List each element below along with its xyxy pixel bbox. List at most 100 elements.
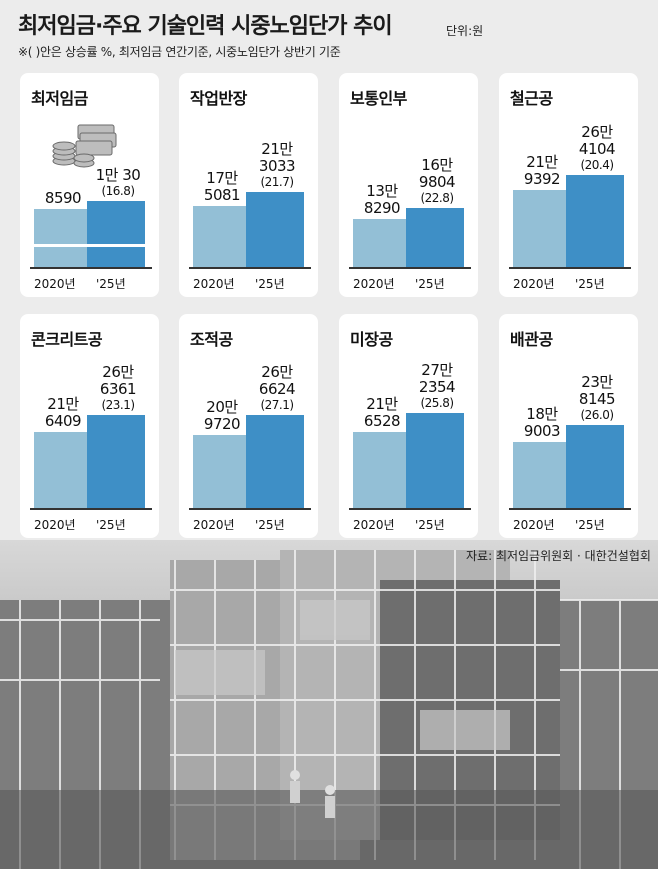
x-tick-label: 2020년 — [513, 277, 555, 291]
baseline — [189, 508, 311, 510]
card-title: 미장공 — [350, 330, 393, 349]
note-text: ※( )안은 상승률 %, 최저임금 연간기준, 시중노임단가 상반기 기준 — [18, 45, 341, 59]
chart-card: 배관공 18만 9003 2020년 23만 8145 (26.0) '25년 — [499, 314, 638, 538]
data-label: 23만 8145 (26.0) — [562, 374, 632, 423]
axis-break — [87, 244, 145, 247]
x-tick-label: '25년 — [96, 277, 126, 291]
data-label: 20만 9720 — [189, 399, 255, 433]
chart-card: 최저임금 8590 2020년 1만 30 (16.8) '25년 — [20, 73, 159, 297]
chart-title: 최저임금·주요 기술인력 시중노임단가 추이 — [18, 14, 393, 39]
data-label: 21만 6528 — [349, 396, 415, 430]
chart-card: 보통인부 13만 8290 2020년 16만 9804 (22.8) '25년 — [339, 73, 478, 297]
x-tick-label: '25년 — [255, 277, 285, 291]
baseline — [509, 267, 631, 269]
bar-2020 — [193, 206, 251, 267]
x-tick-label: 2020년 — [513, 518, 555, 532]
chart-card: 작업반장 17만 5081 2020년 21만 3033 (21.7) '25년 — [179, 73, 318, 297]
chart-card: 미장공 21만 6528 2020년 27만 2354 (25.8) '25년 — [339, 314, 478, 538]
bar-2025 — [246, 192, 304, 267]
bar-2020 — [513, 442, 571, 508]
bar-2025 — [566, 425, 624, 508]
data-label-line: 8145 — [578, 390, 616, 408]
growth-rate-label: (26.0) — [580, 408, 614, 422]
x-tick-label: '25년 — [575, 518, 605, 532]
data-label-line: 3033 — [258, 157, 296, 175]
x-tick-label: '25년 — [255, 518, 285, 532]
data-label-line: 23만 — [581, 373, 613, 391]
growth-rate-label: (21.7) — [260, 175, 294, 189]
bar-2020 — [353, 432, 411, 508]
data-label-line: 18만 — [526, 405, 558, 423]
data-label-line: 6624 — [258, 380, 296, 398]
baseline — [349, 508, 471, 510]
data-label: 18만 9003 — [509, 406, 575, 440]
baseline — [509, 508, 631, 510]
bar-2020 — [513, 190, 571, 267]
data-label-line: 13만 — [366, 182, 398, 200]
data-label-line: 9003 — [523, 422, 561, 440]
card-title: 보통인부 — [350, 89, 407, 108]
x-tick-label: '25년 — [415, 277, 445, 291]
construction-site-photo — [0, 540, 658, 869]
x-tick-label: 2020년 — [353, 518, 395, 532]
data-label-line: 20만 — [206, 398, 238, 416]
x-tick-label: '25년 — [575, 277, 605, 291]
data-label-line: 4104 — [578, 140, 616, 158]
x-tick-label: '25년 — [96, 518, 126, 532]
data-label: 27만 2354 (25.8) — [402, 362, 472, 411]
bar-2020 — [353, 219, 411, 267]
bar-2020 — [193, 435, 251, 508]
data-label: 1만 30 (16.8) — [83, 167, 153, 199]
data-label-line: 26만 — [581, 123, 613, 141]
bar-2025 — [406, 413, 464, 508]
baseline — [349, 267, 471, 269]
bar-2025 — [87, 201, 145, 267]
data-label: 26만 6624 (27.1) — [242, 364, 312, 413]
chart-card: 조적공 20만 9720 2020년 26만 6624 (27.1) '25년 — [179, 314, 318, 538]
baseline — [189, 267, 311, 269]
coins-and-bills-icon — [52, 124, 117, 168]
growth-rate-label: (25.8) — [420, 396, 454, 410]
data-label-line: 8590 — [44, 189, 82, 207]
data-label-line: 2354 — [418, 378, 456, 396]
data-label-line: 21만 — [526, 153, 558, 171]
data-label-line: 21만 — [261, 140, 293, 158]
x-tick-label: 2020년 — [193, 518, 235, 532]
axis-break — [34, 244, 92, 247]
card-title: 작업반장 — [190, 89, 247, 108]
card-title: 철근공 — [510, 89, 553, 108]
growth-rate-label: (16.8) — [101, 184, 135, 198]
x-tick-label: 2020년 — [34, 277, 76, 291]
data-label-line: 6409 — [44, 412, 82, 430]
card-title: 최저임금 — [31, 89, 88, 108]
data-label-line: 6361 — [99, 380, 137, 398]
growth-rate-label: (23.1) — [101, 398, 135, 412]
card-title: 콘크리트공 — [31, 330, 103, 349]
data-label-line: 21만 — [47, 395, 79, 413]
data-label: 17만 5081 — [189, 170, 255, 204]
bar-2020 — [34, 432, 92, 508]
growth-rate-label: (20.4) — [580, 158, 614, 172]
data-label-line: 8290 — [363, 199, 401, 217]
data-label-line: 9392 — [523, 170, 561, 188]
chart-card: 콘크리트공 21만 6409 2020년 26만 6361 (23.1) '25년 — [20, 314, 159, 538]
bar-2025 — [406, 208, 464, 267]
data-label: 26만 6361 (23.1) — [83, 364, 153, 413]
data-label: 13만 8290 — [349, 183, 415, 217]
baseline — [30, 267, 152, 269]
baseline — [30, 508, 152, 510]
data-label-line: 1만 30 — [95, 166, 141, 184]
data-label-line: 9720 — [203, 415, 241, 433]
bar-2025 — [87, 415, 145, 508]
data-label-line: 27만 — [421, 361, 453, 379]
data-label: 21만 6409 — [30, 396, 96, 430]
source-note: 자료: 최저임금위원회 · 대한건설협회 — [466, 549, 651, 563]
data-label-line: 5081 — [203, 186, 241, 204]
card-title: 조적공 — [190, 330, 233, 349]
data-label-line: 16만 — [421, 156, 453, 174]
data-label-line: 9804 — [418, 173, 456, 191]
bar-2020 — [34, 209, 92, 267]
data-label-line: 26만 — [102, 363, 134, 381]
data-label: 16만 9804 (22.8) — [402, 157, 472, 206]
chart-card: 철근공 21만 9392 2020년 26만 4104 (20.4) '25년 — [499, 73, 638, 297]
